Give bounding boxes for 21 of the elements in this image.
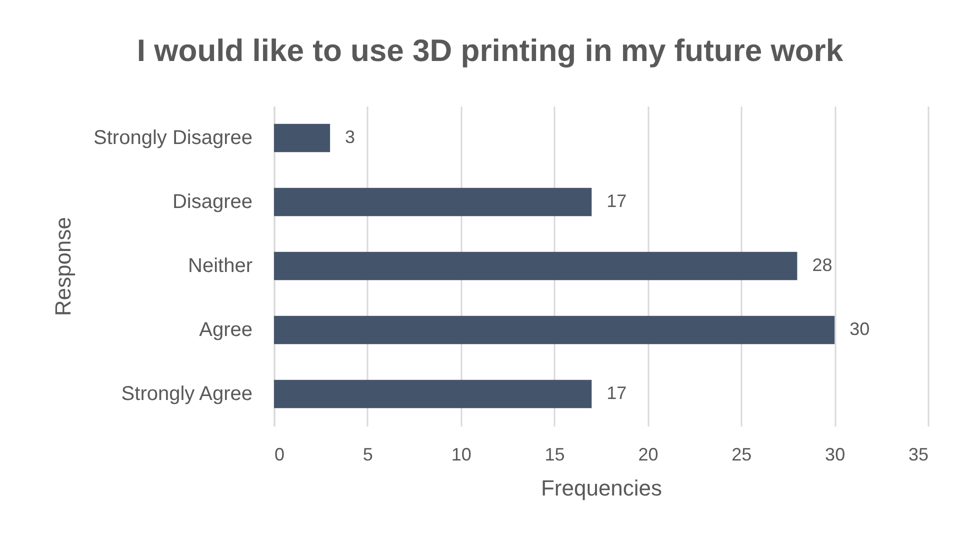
x-tick-label: 5 — [362, 444, 373, 464]
data-label: 17 — [606, 383, 627, 403]
x-axis-title: Frequencies — [540, 476, 662, 500]
y-tick-label: Disagree — [172, 191, 252, 213]
y-tick-label: Agree — [199, 319, 252, 341]
x-tick-label: 0 — [274, 444, 285, 464]
data-label: 28 — [812, 255, 832, 275]
data-label: 17 — [606, 191, 627, 211]
data-label: 3 — [345, 127, 356, 147]
y-axis-title: Response — [50, 216, 76, 316]
x-tick-label: 35 — [908, 444, 928, 464]
y-tick-label: Strongly Disagree — [94, 127, 252, 149]
x-tick-label: 10 — [451, 444, 472, 464]
x-tick-label: 15 — [544, 444, 565, 464]
data-label: 30 — [850, 319, 870, 339]
x-tick-label: 25 — [732, 444, 752, 464]
x-tick-label: 30 — [825, 444, 846, 464]
y-tick-label: Strongly Agree — [121, 383, 252, 405]
y-tick-label: Neither — [188, 255, 253, 277]
x-tick-label: 20 — [638, 444, 658, 464]
chart-title: I would like to use 3D printing in my future work — [136, 33, 844, 68]
